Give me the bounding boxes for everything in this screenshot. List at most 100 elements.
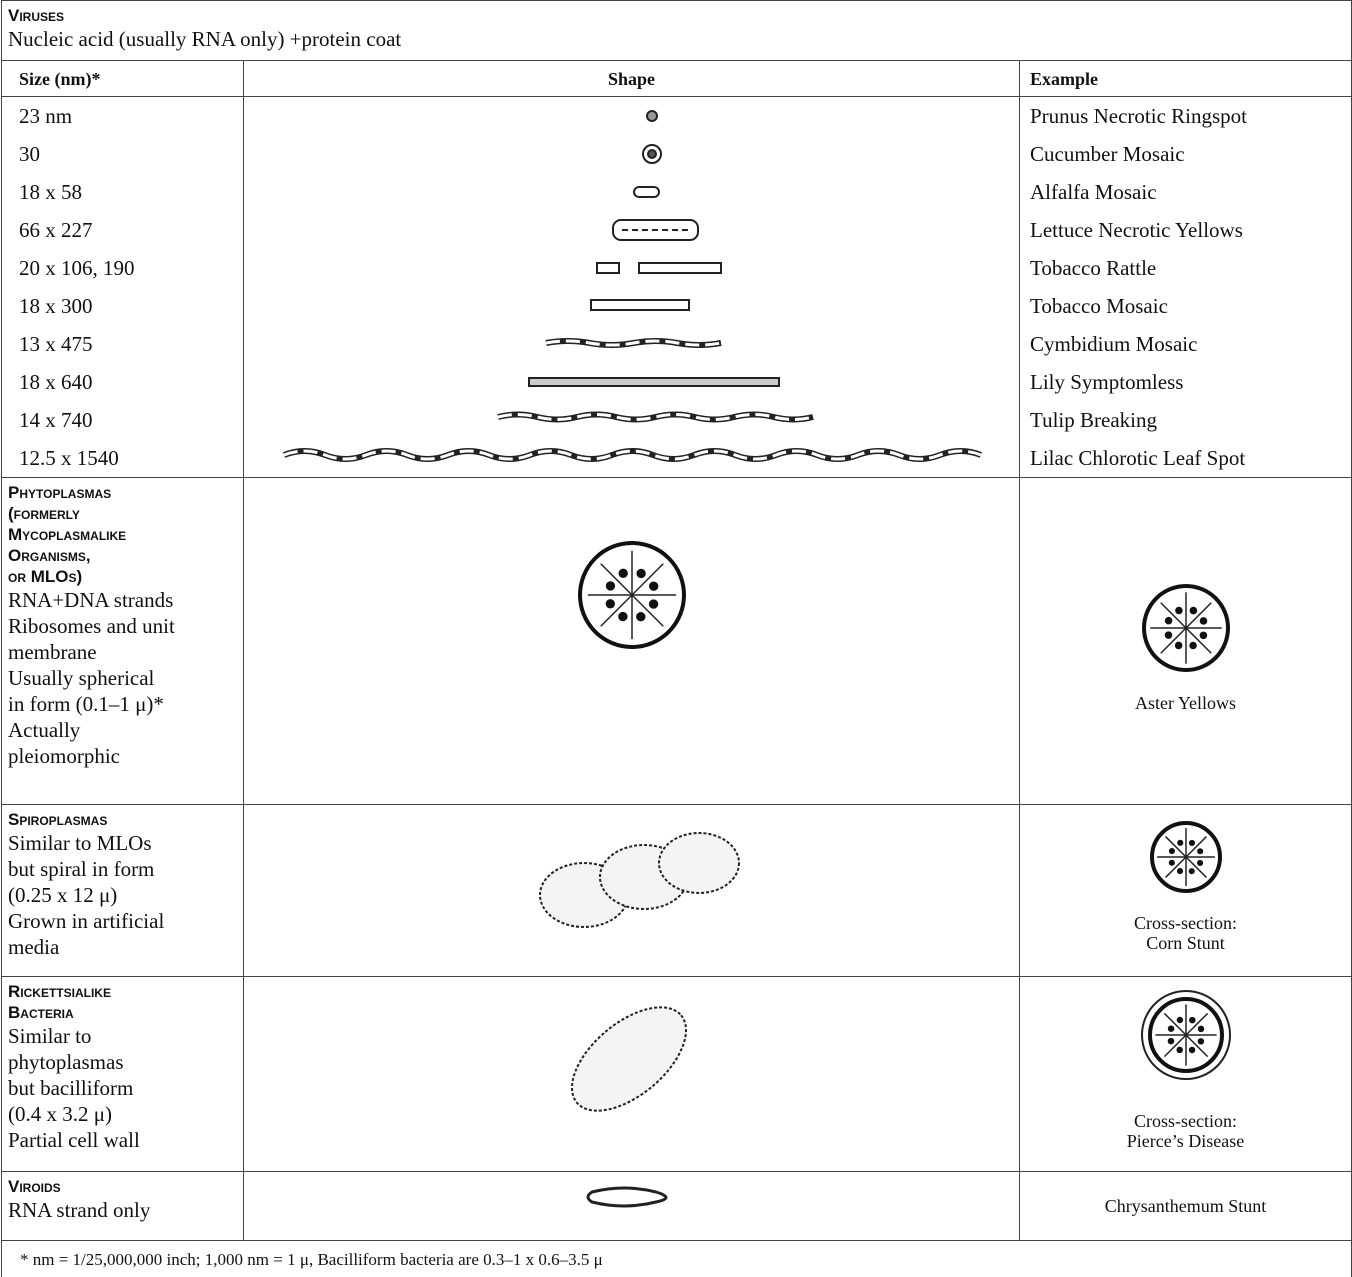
description-line: (0.4 x 3.2 μ) — [8, 1102, 112, 1126]
example-cell: Cross-section: Corn Stunt — [1018, 804, 1352, 977]
shape-cell — [243, 804, 1020, 977]
description-line: but bacilliform — [8, 1076, 134, 1100]
virus-row: 18 x 640 Lily Symptomless — [1, 363, 1352, 402]
size: 18 x 300 — [1, 286, 244, 326]
size: 23 nm — [1, 96, 244, 135]
section-title: Mycoplasmalike — [8, 525, 127, 544]
example: Prunus Necrotic Ringspot — [1018, 96, 1352, 135]
section-title: or MLOs) — [8, 567, 83, 586]
description-line: but spiral in form — [8, 857, 155, 881]
section-title: Spiroplasmas — [8, 810, 108, 829]
section-row: Phytoplasmas (formerly Mycoplasmalike Organ… — [1, 477, 1352, 805]
shape — [586, 1186, 668, 1208]
example-cell: Cross-section: Pierce’s Disease — [1018, 976, 1352, 1172]
footnote: * nm = 1/25,000,000 inch; 1,000 nm = 1 μ… — [0, 1240, 1352, 1277]
footnote-row: * nm = 1/25,000,000 inch; 1,000 nm = 1 μ… — [0, 1240, 1352, 1277]
virus-row: 20 x 106, 190 Tobacco Rattle — [1, 248, 1352, 287]
description-line: Grown in artificial — [8, 909, 165, 933]
header-row: Size (nm)* Shape Example — [1, 60, 1352, 97]
section-row: Viroids RNA strand only Chrysanthemum Stun… — [1, 1171, 1352, 1241]
section-title: (formerly — [8, 504, 80, 523]
header: Shape — [243, 60, 1020, 97]
size: 18 x 58 — [1, 172, 244, 211]
description-line: Usually spherical — [8, 666, 155, 690]
example-line: Cross-section: — [1134, 913, 1238, 933]
description-cell: Spiroplasmas Similar to MLOs but spiral in… — [1, 804, 244, 977]
shape — [539, 832, 740, 928]
section-row: Rickettsialike Bacteria Similar to phytopla… — [1, 976, 1352, 1172]
size: 30 — [1, 134, 244, 173]
virus-title-row: Viruses Nucleic acid (usually RNA only) … — [0, 0, 1352, 61]
virus-row: 30 Cucumber Mosaic — [1, 134, 1352, 173]
example: Cymbidium Mosaic — [1018, 325, 1352, 364]
description-line: (0.25 x 12 μ) — [8, 883, 118, 907]
description-cell: Viroids RNA strand only — [1, 1171, 244, 1241]
size: 20 x 106, 190 — [1, 248, 244, 287]
shape-cell — [243, 96, 1020, 478]
virus-row: 66 x 227 Lettuce Necrotic Yellows — [1, 210, 1352, 249]
header: Example — [1018, 60, 1352, 97]
section-description: Nucleic acid (usually RNA only) +protein… — [8, 27, 402, 51]
example: Alfalfa Mosaic — [1018, 172, 1352, 211]
example-cell: Chrysanthemum Stunt — [1018, 1171, 1352, 1241]
example-line: Aster Yellows — [1135, 693, 1237, 713]
description-line: phytoplasmas — [8, 1050, 124, 1074]
size: 18 x 640 — [1, 363, 244, 402]
virus-title-cell: Viruses Nucleic acid (usually RNA only) … — [0, 0, 1352, 61]
example-line: Corn Stunt — [1146, 933, 1225, 953]
description-line: pleiomorphic — [8, 744, 120, 768]
description-line: Ribosomes and unit — [8, 614, 175, 638]
shape-cell — [243, 477, 1020, 805]
example: Lettuce Necrotic Yellows — [1018, 210, 1352, 249]
description-line: RNA strand only — [8, 1198, 151, 1222]
section-title: Bacteria — [8, 1003, 74, 1022]
size: 13 x 475 — [1, 325, 244, 364]
example: Cucumber Mosaic — [1018, 134, 1352, 173]
example: Tobacco Mosaic — [1018, 286, 1352, 326]
virus-shapes — [282, 110, 983, 462]
virus-row: 18 x 58 Alfalfa Mosaic — [1, 172, 1352, 211]
example-line: Cross-section: — [1134, 1111, 1238, 1131]
example: Tulip Breaking — [1018, 401, 1352, 440]
virus-row: 23 nm Prunus Necrotic Ringspot — [1, 96, 1352, 478]
description-line: Partial cell wall — [8, 1128, 140, 1152]
section-title: Rickettsialike — [8, 982, 111, 1001]
shape — [578, 541, 686, 649]
description-line: membrane — [8, 640, 97, 664]
header: Size (nm)* — [1, 60, 244, 97]
virus-row: 18 x 300 Tobacco Mosaic — [1, 286, 1352, 326]
example-shape — [1141, 990, 1231, 1080]
example-line: Pierce’s Disease — [1126, 1131, 1245, 1151]
description-line: in form (0.1–1 μ)* — [8, 692, 164, 716]
example: Lilac Chlorotic Leaf Spot — [1018, 439, 1352, 478]
example-shape — [1142, 584, 1230, 672]
example-cell: Aster Yellows — [1018, 477, 1352, 805]
shape-cell — [243, 976, 1020, 1172]
shape — [571, 1006, 687, 1112]
description-line: RNA+DNA strands — [8, 588, 174, 612]
description-line: Similar to MLOs — [8, 831, 152, 855]
example: Tobacco Rattle — [1018, 248, 1352, 287]
section-title: Viruses — [8, 6, 65, 25]
virus-row: 12.5 x 1540 Lilac Chlorotic Leaf Spot — [1, 439, 1352, 478]
section-title: Viroids — [8, 1177, 61, 1196]
section-title: Organisms, — [8, 546, 91, 565]
size: 14 x 740 — [1, 401, 244, 440]
example-shape — [1150, 821, 1222, 893]
section-title: Phytoplasmas — [8, 483, 112, 502]
description-line: media — [8, 935, 60, 959]
virus-row: 14 x 740 Tulip Breaking — [1, 401, 1352, 440]
shape-cell — [243, 1171, 1020, 1241]
example-line: Chrysanthemum Stunt — [1104, 1196, 1267, 1216]
size: 66 x 227 — [1, 210, 244, 249]
section-row: Spiroplasmas Similar to MLOs but spiral in… — [1, 804, 1352, 977]
example: Lily Symptomless — [1018, 363, 1352, 402]
description-line: Similar to — [8, 1024, 92, 1048]
size: 12.5 x 1540 — [1, 439, 244, 478]
description-cell: Rickettsialike Bacteria Similar to phytopla… — [1, 976, 244, 1172]
virus-row: 13 x 475 Cymbidium Mosaic — [1, 325, 1352, 364]
